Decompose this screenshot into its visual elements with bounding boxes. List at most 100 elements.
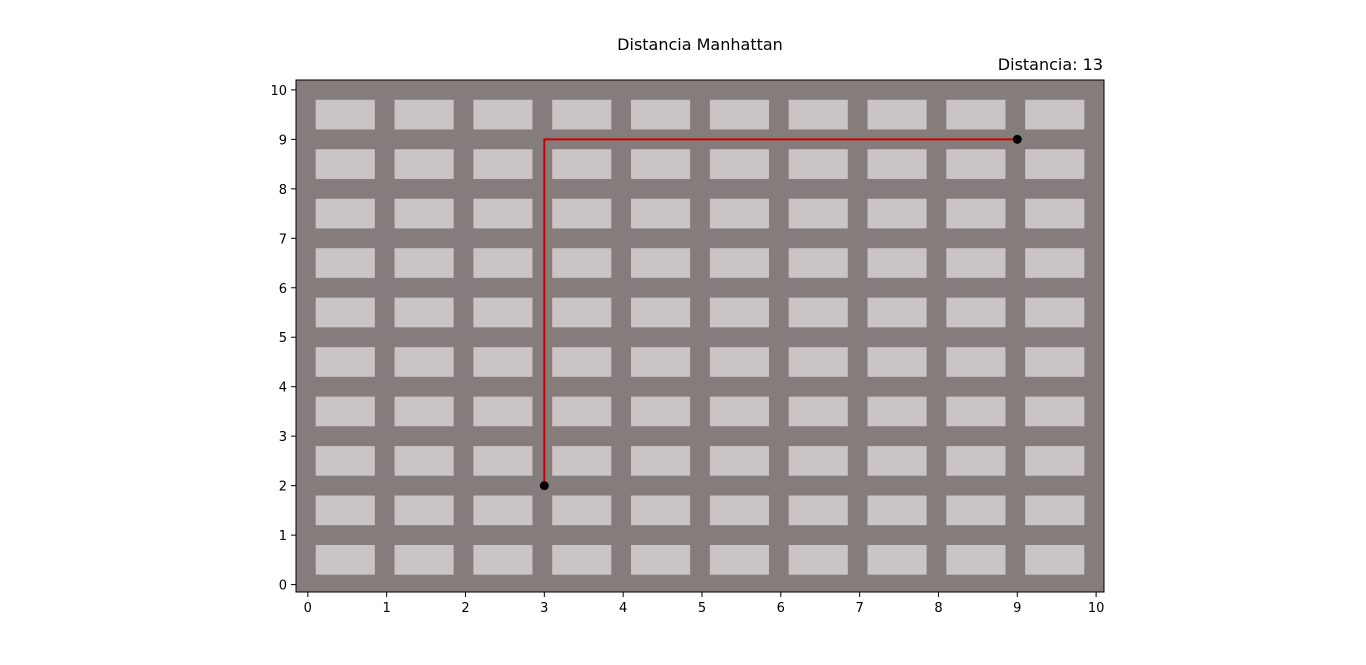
x-tick-label: 10: [1088, 601, 1105, 616]
y-tick-label: 9: [279, 133, 287, 148]
x-tick-label: 2: [461, 601, 469, 616]
city-block: [552, 149, 612, 179]
city-block: [1025, 99, 1085, 130]
city-block: [315, 297, 375, 328]
path-point: [1012, 134, 1022, 144]
city-block: [788, 495, 848, 526]
city-block: [631, 545, 691, 575]
y-tick-label: 7: [279, 232, 287, 247]
y-tick-label: 8: [279, 183, 287, 198]
city-block: [394, 495, 454, 526]
city-block: [709, 545, 769, 575]
city-blocks: [315, 99, 1085, 575]
city-block: [1025, 248, 1085, 278]
city-block: [552, 297, 612, 328]
city-block: [867, 248, 927, 278]
city-block: [788, 149, 848, 179]
distance-annotation: Distancia: 13: [998, 55, 1103, 74]
city-block: [788, 297, 848, 328]
city-block: [1025, 347, 1085, 377]
city-block: [315, 198, 375, 229]
city-block: [709, 248, 769, 278]
city-block: [394, 149, 454, 179]
city-block: [631, 396, 691, 427]
city-block: [473, 198, 533, 229]
city-block: [867, 99, 927, 130]
city-block: [315, 495, 375, 526]
city-block: [394, 297, 454, 328]
y-tick-label: 4: [279, 381, 287, 396]
city-block: [552, 396, 612, 427]
city-block: [1025, 198, 1085, 229]
y-axis: 0 1 2 3 4 5 6 7 8 9 10: [270, 84, 296, 594]
city-block: [867, 396, 927, 427]
city-block: [1025, 545, 1085, 575]
city-block: [394, 446, 454, 476]
y-tick-label: 5: [279, 331, 287, 346]
city-block: [631, 248, 691, 278]
city-block: [946, 99, 1006, 130]
city-block: [709, 149, 769, 179]
city-block: [709, 347, 769, 377]
city-block: [946, 198, 1006, 229]
city-block: [631, 198, 691, 229]
city-block: [473, 347, 533, 377]
city-block: [946, 396, 1006, 427]
city-block: [867, 545, 927, 575]
city-block: [552, 99, 612, 130]
city-block: [788, 545, 848, 575]
y-tick-label: 1: [279, 529, 287, 544]
city-block: [946, 495, 1006, 526]
city-block: [788, 99, 848, 130]
chart-title: Distancia Manhattan: [617, 35, 783, 54]
city-block: [315, 248, 375, 278]
y-tick-label: 10: [270, 84, 287, 99]
x-tick-label: 7: [855, 601, 863, 616]
city-block: [946, 446, 1006, 476]
x-tick-label: 5: [698, 601, 706, 616]
city-block: [473, 297, 533, 328]
city-block: [788, 198, 848, 229]
city-block: [946, 545, 1006, 575]
city-block: [788, 446, 848, 476]
city-block: [709, 495, 769, 526]
city-block: [631, 347, 691, 377]
x-axis: 0 1 2 3 4 5 6 7 8 9 10: [304, 592, 1105, 616]
x-tick-label: 1: [383, 601, 391, 616]
city-block: [394, 545, 454, 575]
y-tick-label: 3: [279, 430, 287, 445]
city-block: [946, 248, 1006, 278]
city-block: [709, 446, 769, 476]
city-block: [946, 347, 1006, 377]
city-block: [315, 149, 375, 179]
city-block: [867, 198, 927, 229]
city-block: [946, 149, 1006, 179]
city-block: [631, 99, 691, 130]
city-block: [788, 396, 848, 427]
city-block: [552, 248, 612, 278]
city-block: [867, 149, 927, 179]
city-block: [473, 446, 533, 476]
city-block: [394, 248, 454, 278]
city-block: [709, 198, 769, 229]
city-block: [1025, 495, 1085, 526]
city-block: [1025, 149, 1085, 179]
x-tick-label: 8: [934, 601, 942, 616]
city-block: [473, 545, 533, 575]
city-block: [631, 297, 691, 328]
city-block: [631, 446, 691, 476]
city-block: [394, 99, 454, 130]
city-block: [315, 396, 375, 427]
x-tick-label: 3: [540, 601, 548, 616]
city-block: [315, 99, 375, 130]
city-block: [473, 495, 533, 526]
city-block: [709, 99, 769, 130]
city-block: [394, 347, 454, 377]
path-point: [539, 481, 549, 491]
city-block: [473, 149, 533, 179]
city-block: [473, 396, 533, 427]
city-block: [552, 545, 612, 575]
city-block: [315, 446, 375, 476]
city-block: [1025, 396, 1085, 427]
city-block: [867, 297, 927, 328]
